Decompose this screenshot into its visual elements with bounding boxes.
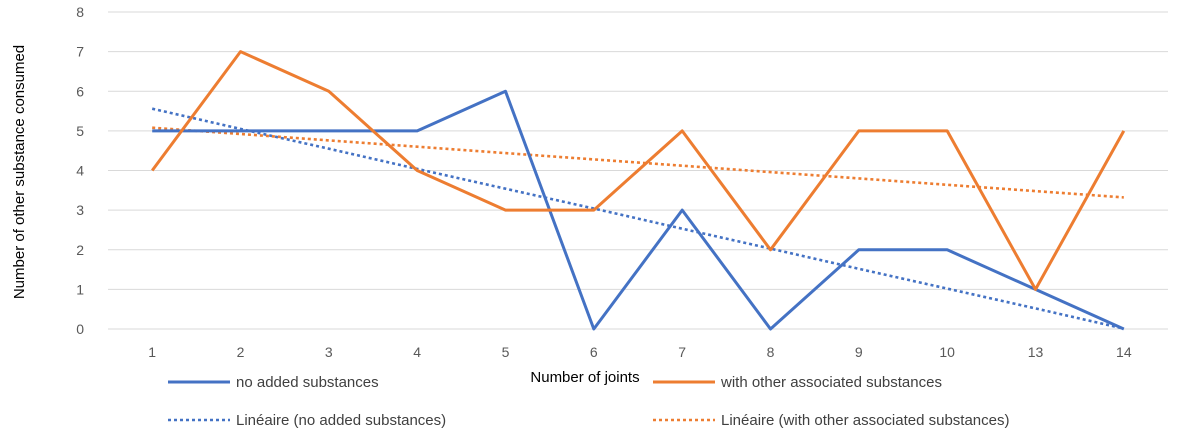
x-tick-label: 13 bbox=[1028, 344, 1044, 360]
series-lines bbox=[150, 50, 1126, 331]
x-axis-ticks: 1 2 3 4 5 6 7 8 9 10 13 14 bbox=[148, 344, 1132, 360]
y-axis-title: Number of other substance consumed bbox=[11, 45, 28, 299]
line-series-1 bbox=[150, 50, 1126, 291]
y-tick-label: 8 bbox=[76, 4, 84, 20]
trendline-series-3 bbox=[152, 126, 1124, 199]
x-tick-label: 8 bbox=[767, 344, 775, 360]
y-tick-label: 6 bbox=[76, 83, 84, 99]
y-tick-label: 1 bbox=[76, 281, 84, 297]
legend-label: Linéaire (no added substances) bbox=[236, 412, 446, 429]
line-series-0 bbox=[152, 89, 1125, 331]
x-tick-label: 7 bbox=[678, 344, 686, 360]
x-tick-label: 6 bbox=[590, 344, 598, 360]
x-tick-label: 5 bbox=[502, 344, 510, 360]
y-axis-ticks: 0 1 2 3 4 5 6 7 8 bbox=[76, 4, 84, 337]
y-tick-label: 2 bbox=[76, 242, 84, 258]
legend-label: with other associated substances bbox=[720, 374, 942, 391]
x-tick-label: 1 bbox=[148, 344, 156, 360]
x-tick-label: 9 bbox=[855, 344, 863, 360]
y-tick-label: 7 bbox=[76, 44, 84, 60]
x-tick-label: 10 bbox=[939, 344, 955, 360]
x-tick-label: 4 bbox=[413, 344, 421, 360]
x-axis-title: Number of joints bbox=[530, 369, 639, 386]
legend-label: Linéaire (with other associated substanc… bbox=[721, 412, 1010, 429]
y-tick-label: 4 bbox=[76, 163, 84, 179]
x-tick-label: 2 bbox=[237, 344, 245, 360]
y-tick-label: 5 bbox=[76, 123, 84, 139]
y-tick-label: 3 bbox=[76, 202, 84, 218]
x-tick-label: 14 bbox=[1116, 344, 1132, 360]
y-tick-label: 0 bbox=[76, 321, 84, 337]
legend-label: no added substances bbox=[236, 374, 379, 391]
legend: no added substances with other associated… bbox=[168, 374, 1010, 429]
trendline-series-2 bbox=[151, 107, 1125, 330]
x-tick-label: 3 bbox=[325, 344, 333, 360]
